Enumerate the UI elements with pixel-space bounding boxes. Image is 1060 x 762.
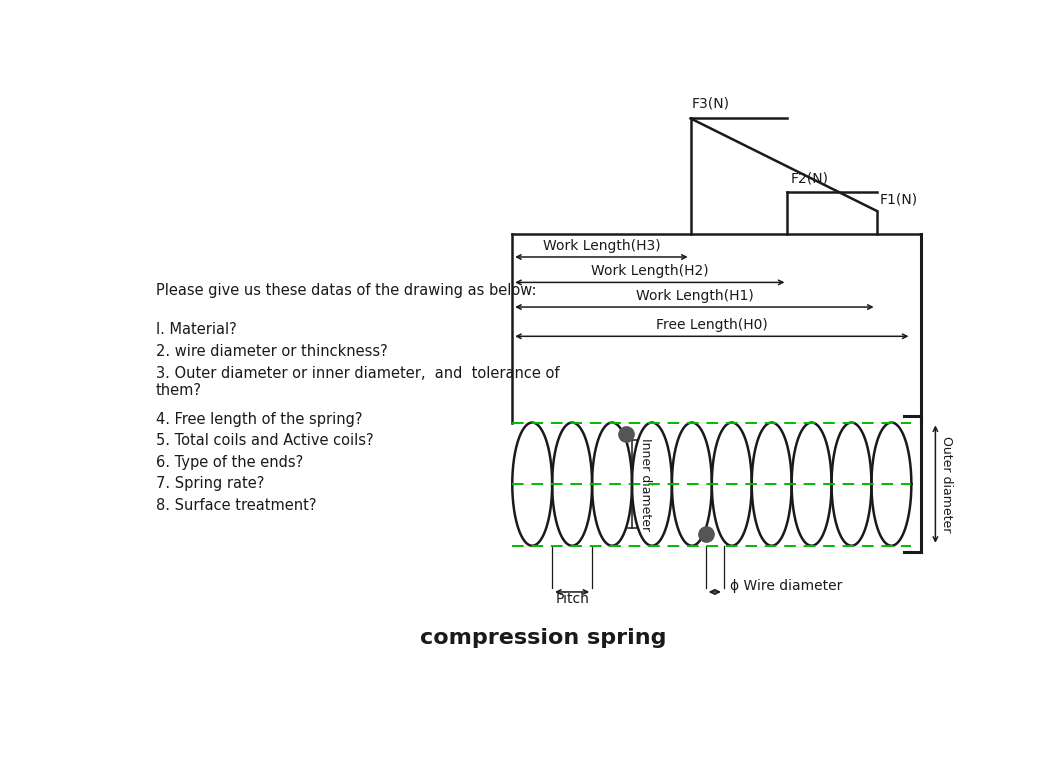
Text: 3. Outer diameter or inner diameter,  and  tolerance of
them?: 3. Outer diameter or inner diameter, and… <box>156 366 560 398</box>
Text: Pitch: Pitch <box>555 592 589 606</box>
Text: l. Material?: l. Material? <box>156 322 236 338</box>
Text: Work Length(H1): Work Length(H1) <box>636 289 754 303</box>
Text: Inner diameter: Inner diameter <box>639 437 652 530</box>
Text: F1(N): F1(N) <box>880 192 918 206</box>
Text: 2. wire diameter or thinckness?: 2. wire diameter or thinckness? <box>156 344 388 359</box>
Text: 6. Type of the ends?: 6. Type of the ends? <box>156 455 303 470</box>
Text: 4. Free length of the spring?: 4. Free length of the spring? <box>156 411 363 427</box>
Text: compression spring: compression spring <box>420 629 667 648</box>
Text: Outer diameter: Outer diameter <box>940 436 953 533</box>
Text: Please give us these datas of the drawing as below:: Please give us these datas of the drawin… <box>156 283 536 299</box>
Text: 7. Spring rate?: 7. Spring rate? <box>156 476 264 491</box>
Text: 5. Total coils and Active coils?: 5. Total coils and Active coils? <box>156 434 373 448</box>
Text: 8. Surface treatment?: 8. Surface treatment? <box>156 498 316 513</box>
Text: Free Length(H0): Free Length(H0) <box>656 319 767 332</box>
Text: ϕ Wire diameter: ϕ Wire diameter <box>730 578 843 593</box>
Text: F3(N): F3(N) <box>692 97 730 110</box>
Text: Work Length(H2): Work Length(H2) <box>591 264 709 278</box>
Text: F2(N): F2(N) <box>791 171 829 185</box>
Text: Work Length(H3): Work Length(H3) <box>543 239 660 253</box>
